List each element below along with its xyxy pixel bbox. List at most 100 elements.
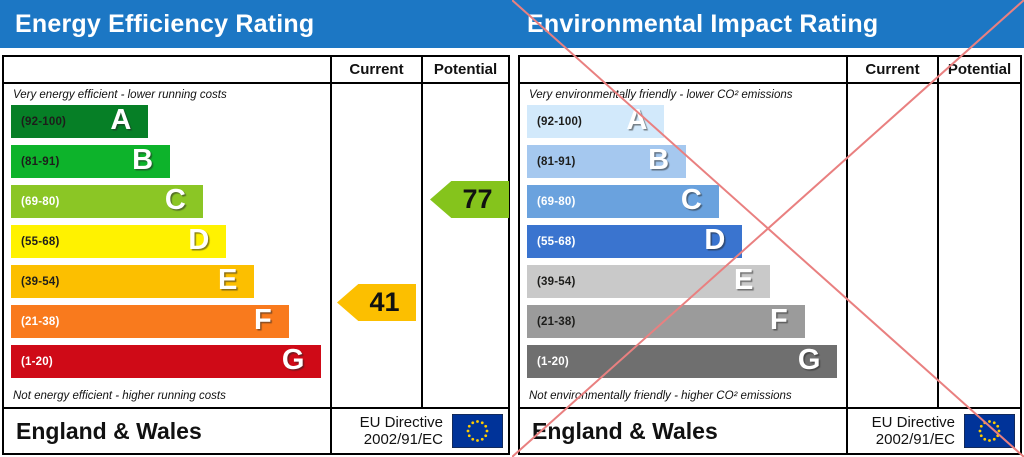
band-range-label: (1-20)	[537, 355, 569, 368]
band-row-g: (1-20) G	[11, 343, 323, 385]
eu-directive-line1: EU Directive	[359, 414, 443, 431]
band-bar-c: (69-80) C	[11, 183, 203, 218]
column-header-row: Current Potential	[4, 57, 508, 84]
band-row-g: (1-20) G	[527, 343, 839, 385]
band-range-label: (81-91)	[537, 155, 576, 168]
environmental-impact-panel: Current Potential Very environmentally f…	[518, 55, 1022, 455]
title-bar: Energy Efficiency Rating Environmental I…	[0, 0, 1024, 48]
top-caption: Very environmentally friendly - lower CO…	[529, 89, 793, 101]
eu-directive-line1: EU Directive	[871, 414, 955, 431]
rating-bands: (92-100) A (81-91) B (69-80) C (55-68) D (39-54)…	[11, 103, 323, 385]
band-range-label: (21-38)	[537, 315, 576, 328]
directive-cell: EU Directive 2002/91/EC	[330, 409, 508, 453]
band-row-b: (81-91) B	[527, 143, 839, 185]
current-value-cell	[846, 84, 937, 407]
band-letter: G	[281, 343, 305, 376]
band-bar-d: (55-68) D	[11, 223, 227, 258]
band-bar-f: (21-38) F	[527, 303, 805, 338]
band-row-b: (81-91) B	[11, 143, 323, 185]
band-range-label: (55-68)	[537, 235, 576, 248]
column-header-row: Current Potential	[520, 57, 1020, 84]
band-row-e: (39-54) E	[527, 263, 839, 305]
rating-header-cell	[4, 57, 330, 82]
footer-row: England & Wales EU Directive 2002/91/EC	[520, 409, 1020, 453]
band-range-label: (69-80)	[21, 195, 60, 208]
band-range-label: (69-80)	[537, 195, 576, 208]
chart-body: Very environmentally friendly - lower CO…	[520, 84, 1020, 409]
current-column-header: Current	[846, 57, 937, 82]
region-label: England & Wales	[532, 417, 718, 444]
band-letter: F	[769, 303, 788, 336]
band-bar-b: (81-91) B	[527, 143, 687, 178]
band-bar-f: (21-38) F	[11, 303, 289, 338]
band-range-label: (39-54)	[21, 275, 60, 288]
band-row-d: (55-68) D	[11, 223, 323, 265]
band-letter: C	[164, 183, 186, 216]
band-range-label: (92-100)	[537, 115, 583, 128]
band-letter: A	[626, 103, 648, 136]
band-letter: D	[188, 223, 210, 256]
band-row-e: (39-54) E	[11, 263, 323, 305]
eu-flag-icon	[964, 414, 1015, 448]
eu-directive-line2: 2002/91/EC	[363, 431, 443, 448]
rating-bands: (92-100) A (81-91) B (69-80) C (55-68) D (39-54)…	[527, 103, 839, 385]
chart-body: Very energy efficient - lower running co…	[4, 84, 509, 409]
potential-column-header: Potential	[937, 57, 1020, 82]
rating-scale-cell: Very energy efficient - lower running co…	[4, 84, 330, 407]
band-range-label: (1-20)	[21, 355, 53, 368]
band-range-label: (81-91)	[21, 155, 60, 168]
band-bar-c: (69-80) C	[527, 183, 719, 218]
band-row-d: (55-68) D	[527, 223, 839, 265]
band-bar-b: (81-91) B	[11, 143, 171, 178]
region-cell: England & Wales	[4, 409, 330, 453]
energy-efficiency-title: Energy Efficiency Rating	[15, 9, 315, 38]
eu-directive-label: EU Directive 2002/91/EC	[360, 414, 443, 448]
band-bar-a: (92-100) A	[11, 103, 149, 138]
band-letter: A	[110, 103, 132, 136]
band-row-a: (92-100) A	[527, 103, 839, 145]
directive-cell: EU Directive 2002/91/EC	[846, 409, 1020, 453]
region-label: England & Wales	[16, 417, 202, 444]
rating-scale-cell: Very environmentally friendly - lower CO…	[520, 84, 846, 407]
potential-value-cell	[421, 84, 508, 407]
band-letter: F	[253, 303, 272, 336]
eu-flag-icon	[452, 414, 503, 448]
region-cell: England & Wales	[520, 409, 846, 453]
band-range-label: (21-38)	[21, 315, 60, 328]
band-bar-g: (1-20) G	[11, 343, 322, 378]
band-letter: C	[680, 183, 702, 216]
band-letter: E	[218, 263, 238, 296]
bottom-caption: Not environmentally friendly - higher CO…	[529, 390, 792, 402]
band-row-c: (69-80) C	[11, 183, 323, 225]
top-caption: Very energy efficient - lower running co…	[13, 89, 227, 101]
potential-value-cell	[937, 84, 1020, 407]
band-letter: B	[132, 143, 154, 176]
band-letter: E	[734, 263, 754, 296]
band-row-c: (69-80) C	[527, 183, 839, 225]
band-letter: B	[648, 143, 670, 176]
band-row-f: (21-38) F	[527, 303, 839, 345]
energy-efficiency-panel: Current Potential Very energy efficient …	[2, 55, 510, 455]
potential-column-header: Potential	[421, 57, 508, 82]
band-row-a: (92-100) A	[11, 103, 323, 145]
band-range-label: (55-68)	[21, 235, 60, 248]
band-bar-e: (39-54) E	[527, 263, 771, 298]
bottom-caption: Not energy efficient - higher running co…	[13, 390, 226, 402]
footer-row: England & Wales EU Directive 2002/91/EC	[4, 409, 508, 453]
band-bar-g: (1-20) G	[527, 343, 838, 378]
eu-directive-line2: 2002/91/EC	[875, 431, 955, 448]
band-bar-a: (92-100) A	[527, 103, 665, 138]
eu-directive-label: EU Directive 2002/91/EC	[872, 414, 955, 448]
band-row-f: (21-38) F	[11, 303, 323, 345]
current-column-header: Current	[330, 57, 421, 82]
band-range-label: (92-100)	[21, 115, 67, 128]
current-value-cell	[330, 84, 421, 407]
rating-header-cell	[520, 57, 846, 82]
band-bar-d: (55-68) D	[527, 223, 743, 258]
band-letter: G	[797, 343, 821, 376]
environmental-impact-title: Environmental Impact Rating	[527, 9, 879, 38]
band-bar-e: (39-54) E	[11, 263, 255, 298]
band-letter: D	[704, 223, 726, 256]
band-range-label: (39-54)	[537, 275, 576, 288]
